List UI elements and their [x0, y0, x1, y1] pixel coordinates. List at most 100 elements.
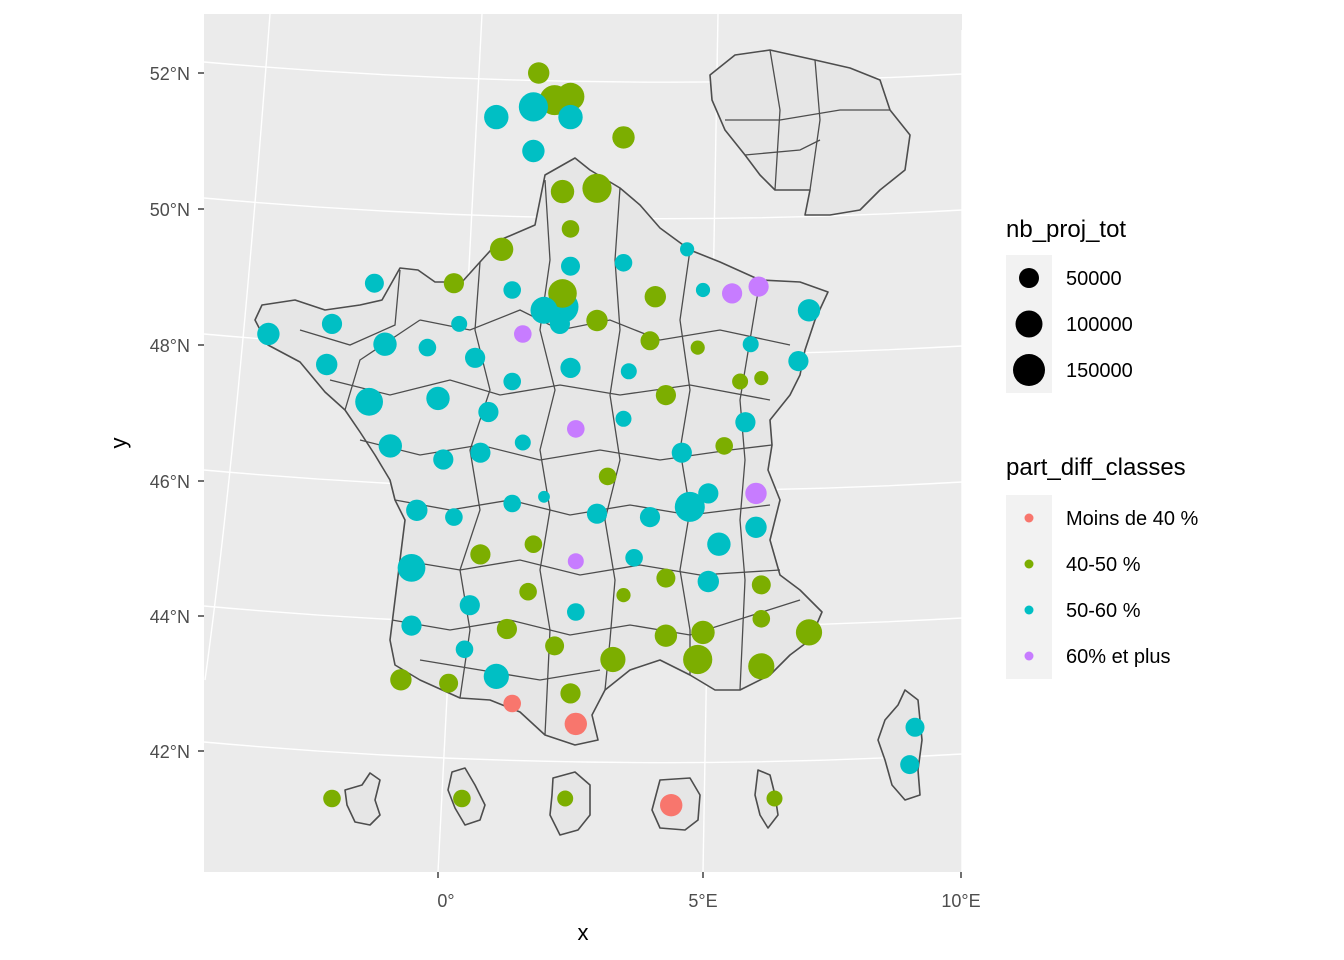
data-point [443, 273, 464, 294]
parallel-42 [203, 741, 963, 764]
y-axis-title: y [106, 438, 131, 449]
x-tick-5e: 5°E [688, 891, 717, 911]
data-point [567, 420, 585, 438]
data-point [625, 549, 643, 567]
data-point [671, 442, 692, 463]
data-point [459, 595, 480, 616]
data-point [321, 313, 343, 334]
data-point [453, 789, 471, 808]
x-axis-ticks: 0° 5°E 10°E [437, 872, 981, 911]
data-point [518, 92, 549, 122]
data-point [564, 712, 587, 736]
size-legend-label-150000: 150000 [1066, 360, 1133, 382]
mayotte-inset [754, 769, 779, 829]
size-legend-label-50000: 50000 [1066, 268, 1122, 290]
border-14 [344, 319, 421, 411]
data-point [695, 282, 711, 298]
data-point [748, 276, 769, 297]
data-point [316, 353, 338, 376]
color-legend-key-50-60 [1024, 605, 1034, 615]
data-point [683, 644, 713, 675]
color-legend-title: part_diff_classes [1006, 454, 1186, 481]
y-tick-52n: 52°N [150, 64, 190, 84]
data-point [451, 315, 468, 332]
data-point [655, 385, 677, 406]
data-point [538, 490, 550, 503]
data-point [514, 325, 532, 343]
data-point [397, 554, 426, 582]
data-point [707, 532, 731, 556]
data-point [612, 126, 635, 149]
data-point [548, 279, 577, 308]
data-point [439, 673, 459, 693]
data-point [616, 588, 631, 603]
y-tick-44n: 44°N [150, 607, 190, 627]
data-point [489, 237, 514, 261]
size-legend-title: nb_proj_tot [1006, 216, 1126, 243]
data-point [455, 640, 474, 659]
color-legend-label-moins-40: Moins de 40 % [1066, 508, 1199, 530]
data-point [496, 618, 517, 640]
data-point [795, 619, 823, 646]
data-point [483, 663, 509, 690]
data-point [433, 449, 454, 470]
data-point [503, 281, 521, 299]
data-point [560, 683, 581, 704]
y-tick-42n: 42°N [150, 742, 190, 762]
data-point [751, 575, 771, 595]
data-point [582, 173, 612, 203]
data-point [600, 646, 626, 673]
data-point [691, 620, 715, 645]
data-point [715, 437, 733, 455]
border-idf-4 [744, 139, 821, 156]
ile-de-france-inset [709, 49, 911, 216]
data-point [752, 610, 771, 628]
data-point [586, 503, 608, 524]
size-legend-key-100000 [1015, 310, 1043, 338]
color-legend-label-40-50: 40-50 % [1066, 554, 1141, 576]
data-point [732, 373, 749, 390]
data-point [754, 371, 769, 386]
data-point [644, 286, 666, 308]
data-point [470, 442, 491, 463]
data-point [445, 508, 463, 526]
data-point [470, 544, 491, 565]
guadeloupe-inset [344, 772, 381, 826]
data-point [503, 372, 521, 391]
data-point [426, 386, 450, 411]
data-point [528, 62, 550, 84]
x-axis-title: x [578, 920, 589, 945]
data-point [401, 615, 422, 636]
size-legend: nb_proj_tot 50000 100000 150000 [1006, 216, 1133, 393]
data-point [639, 506, 661, 528]
data-point [561, 220, 580, 238]
data-point [418, 338, 437, 357]
data-point [690, 340, 705, 355]
data-point [378, 434, 402, 458]
data-point [549, 313, 571, 334]
border-11 [679, 249, 691, 675]
color-legend: part_diff_classes Moins de 40 % 40-50 % … [1006, 454, 1199, 679]
border-idf-3 [725, 109, 890, 121]
color-legend-key-40-50 [1024, 559, 1034, 569]
color-legend-label-60-plus: 60% et plus [1066, 646, 1171, 668]
data-point [766, 790, 783, 807]
data-point [503, 494, 521, 513]
size-legend-key-50000 [1019, 268, 1039, 288]
data-point [355, 387, 383, 416]
data-point [788, 351, 809, 372]
data-point [257, 322, 280, 346]
data-point [557, 790, 574, 807]
data-point [519, 582, 537, 601]
data-point [660, 794, 683, 817]
border-2 [329, 379, 771, 401]
data-point [735, 412, 756, 433]
data-point [514, 434, 531, 451]
data-point [484, 104, 509, 130]
data-point [745, 516, 767, 538]
data-point [364, 273, 384, 293]
data-point [522, 139, 545, 163]
data-point [561, 256, 580, 276]
data-point [560, 357, 581, 378]
